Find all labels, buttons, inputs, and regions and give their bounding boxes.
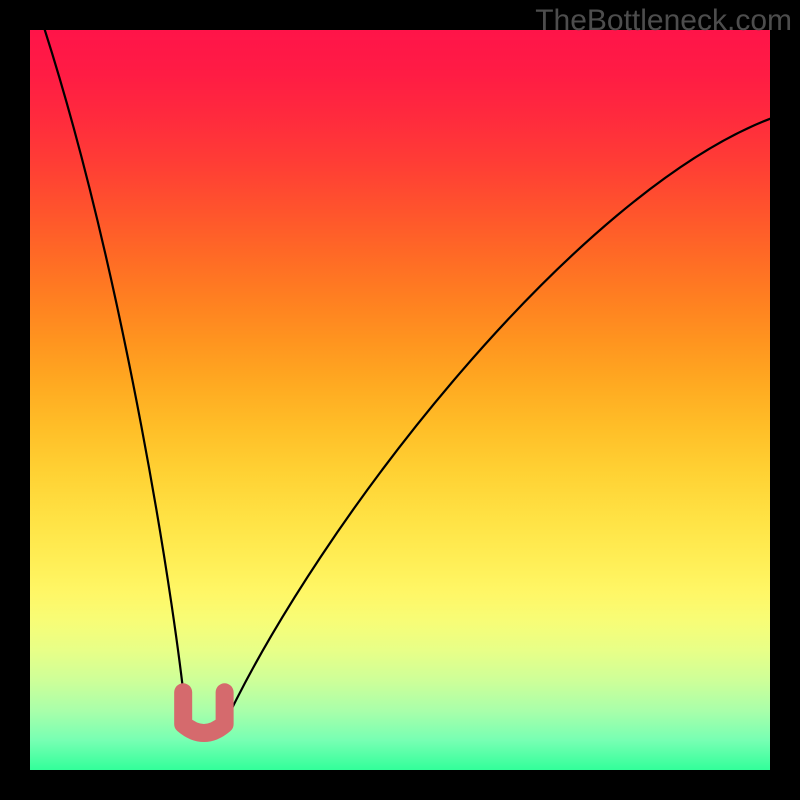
watermark-text: TheBottleneck.com [535, 4, 792, 38]
chart-background-gradient [30, 30, 770, 770]
chart-container: TheBottleneck.com [0, 0, 800, 800]
bottleneck-chart [0, 0, 800, 800]
